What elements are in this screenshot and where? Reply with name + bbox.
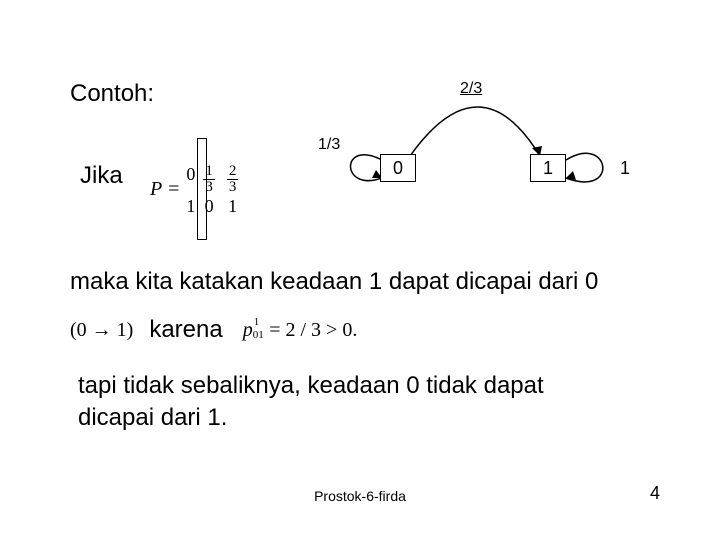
matrix-row-indices: 0 1 — [186, 159, 195, 221]
matrix-p: P = 0 1 13 23 0 1 — [150, 140, 244, 239]
row-index-0: 0 — [186, 159, 195, 189]
text-tapi-1: tapi tidak sebaliknya, keadaan 0 tidak d… — [78, 372, 544, 400]
label-loop-1: 1 — [620, 158, 630, 179]
cell-11: 1 — [221, 196, 245, 216]
label-2-3: 2/3 — [460, 80, 482, 98]
slide: Contoh: Jika P = 0 1 13 23 0 1 — [0, 0, 720, 540]
p01-expression: p011 = 2 / 3 > 0. — [243, 319, 358, 342]
arrow-expr: (0 → 1) — [70, 319, 133, 342]
page-number: 4 — [650, 483, 660, 504]
row-index-1: 1 — [186, 191, 195, 221]
text-tapi-2: dicapai dari 1. — [78, 404, 227, 432]
arc-0-to-1 — [410, 107, 540, 156]
footer-text: Prostok-6-firda — [0, 488, 720, 504]
p01-tail: = 2 / 3 > 0. — [269, 319, 357, 342]
text-maka: maka kita katakan keadaan 1 dapat dicapa… — [70, 268, 598, 296]
node-0: 0 — [380, 154, 416, 182]
karena-word: karena — [149, 316, 222, 344]
diagram-svg — [310, 78, 670, 208]
p-equals: P = — [150, 178, 180, 201]
bracket-right — [201, 138, 207, 240]
label-1-3: 1/3 — [318, 136, 340, 154]
cell-01: 23 — [227, 164, 239, 195]
markov-diagram: 2/3 1/3 0 1 1 — [310, 78, 670, 208]
karena-line: (0 → 1) karena p011 = 2 / 3 > 0. — [70, 316, 357, 344]
title-contoh: Contoh: — [70, 80, 154, 108]
node-1: 1 — [530, 154, 566, 182]
label-jika: Jika — [80, 162, 123, 190]
